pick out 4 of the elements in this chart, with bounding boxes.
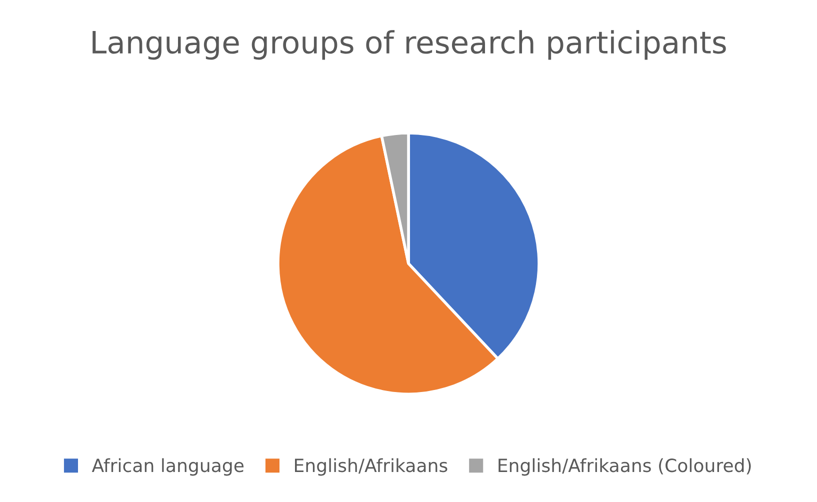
- legend-label: English/Afrikaans (Coloured): [498, 458, 751, 476]
- legend-label: African language: [92, 458, 244, 476]
- legend-label: English/Afrikaans: [295, 458, 448, 476]
- chart-title: Language groups of research participants: [92, 30, 726, 60]
